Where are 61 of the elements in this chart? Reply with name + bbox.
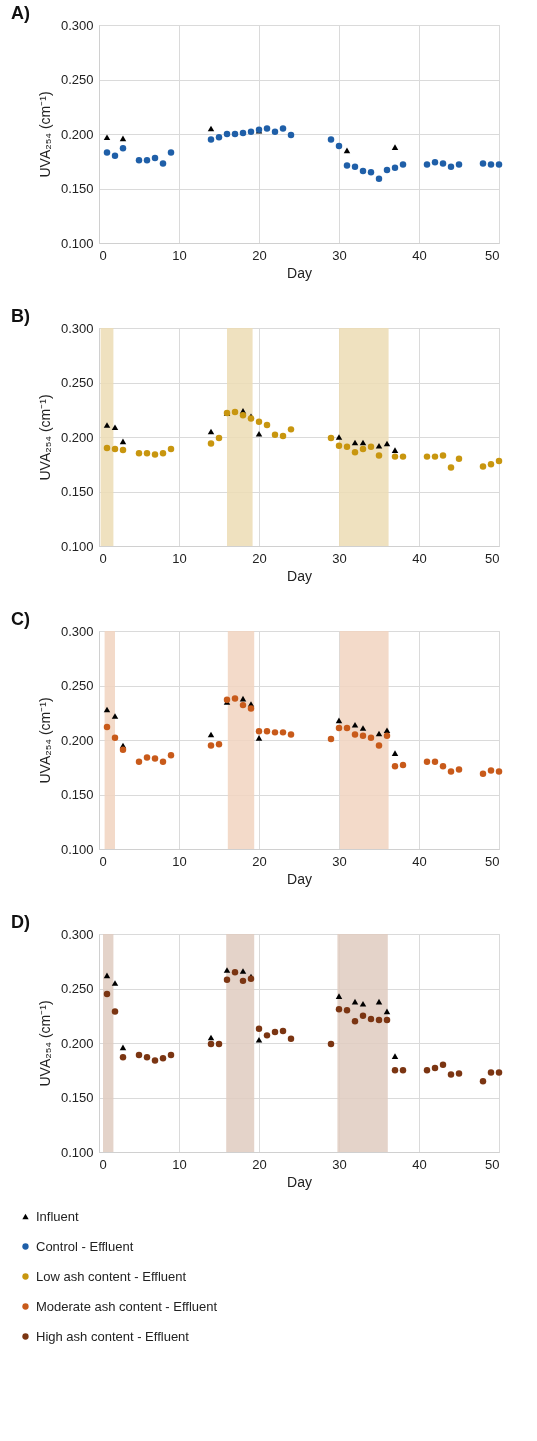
- x-tick-label: 20: [252, 1156, 267, 1172]
- x-tick-label: 0: [99, 247, 107, 263]
- y-axis-title: UVA₂₅₄ (cm⁻¹): [36, 91, 53, 178]
- x-tick-label: 0: [99, 550, 107, 566]
- x-axis-title: Day: [287, 567, 312, 584]
- x-tick-label: 10: [172, 247, 187, 263]
- x-tick-label: 20: [252, 853, 267, 869]
- x-tick-label: 40: [412, 853, 427, 869]
- y-tick-label: 0.200: [60, 126, 94, 142]
- y-tick-label: 0.100: [60, 841, 94, 857]
- legend-label: High ash content - Effluent: [36, 1328, 190, 1344]
- x-tick-label: 30: [332, 853, 347, 869]
- chart-title: A): [11, 3, 30, 23]
- chart-title: D): [11, 912, 30, 932]
- x-tick-label: 50: [485, 247, 500, 263]
- y-tick-label: 0.150: [60, 181, 94, 196]
- y-tick-label: 0.300: [60, 623, 94, 639]
- x-tick-label: 0: [99, 1156, 107, 1172]
- x-tick-label: 40: [412, 1156, 427, 1172]
- x-tick-label: 50: [485, 550, 500, 566]
- legend-label: Low ash content - Effluent: [36, 1268, 187, 1284]
- chart-title: C): [11, 609, 30, 629]
- x-tick-label: 20: [252, 550, 267, 566]
- y-tick-label: 0.250: [60, 981, 94, 996]
- x-axis-title: Day: [287, 264, 312, 281]
- y-tick-label: 0.250: [60, 678, 94, 693]
- x-tick-label: 50: [485, 853, 500, 869]
- y-tick-label: 0.250: [60, 72, 94, 87]
- legend-label: Influent: [36, 1208, 80, 1224]
- y-axis-title: UVA₂₅₄ (cm⁻¹): [36, 1000, 53, 1087]
- y-tick-label: 0.200: [60, 429, 94, 445]
- y-axis-title: UVA₂₅₄ (cm⁻¹): [36, 697, 53, 784]
- x-tick-label: 10: [172, 1156, 187, 1172]
- y-tick-label: 0.200: [60, 1035, 94, 1051]
- y-tick-label: 0.100: [60, 235, 94, 251]
- x-tick-label: 40: [412, 550, 427, 566]
- x-tick-label: 40: [412, 247, 427, 263]
- chart-title: B): [11, 306, 30, 326]
- y-tick-label: 0.250: [60, 375, 94, 390]
- y-tick-label: 0.200: [60, 732, 94, 748]
- y-tick-label: 0.300: [60, 320, 94, 336]
- y-tick-label: 0.150: [60, 1090, 94, 1105]
- x-tick-label: 30: [332, 550, 347, 566]
- y-tick-label: 0.300: [60, 926, 94, 942]
- x-tick-label: 20: [252, 247, 267, 263]
- y-tick-label: 0.100: [60, 1144, 94, 1160]
- y-tick-label: 0.300: [60, 17, 94, 33]
- y-tick-label: 0.150: [60, 787, 94, 802]
- y-tick-label: 0.100: [60, 538, 94, 554]
- x-tick-label: 10: [172, 853, 187, 869]
- x-tick-label: 50: [485, 1156, 500, 1172]
- x-tick-label: 30: [332, 1156, 347, 1172]
- legend-label: Moderate ash content - Effluent: [36, 1298, 218, 1314]
- x-tick-label: 0: [99, 853, 107, 869]
- x-axis-title: Day: [287, 870, 312, 887]
- x-axis-title: Day: [287, 1173, 312, 1190]
- legend-label: Control - Effluent: [36, 1238, 134, 1254]
- y-tick-label: 0.150: [60, 484, 94, 499]
- x-tick-label: 30: [332, 247, 347, 263]
- x-tick-label: 10: [172, 550, 187, 566]
- y-axis-title: UVA₂₅₄ (cm⁻¹): [36, 394, 53, 481]
